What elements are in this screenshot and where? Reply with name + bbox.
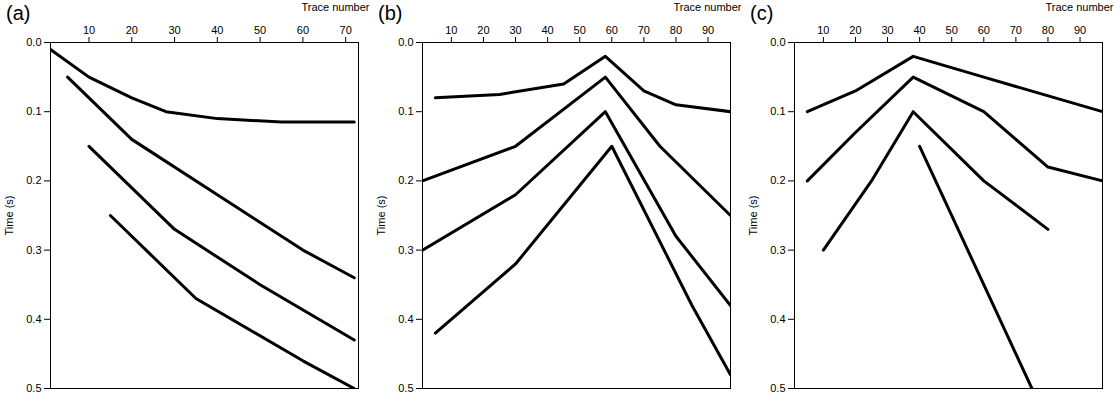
svg-text:10: 10 [445,24,457,36]
svg-text:0.2: 0.2 [26,174,41,186]
svg-text:70: 70 [340,24,352,36]
svg-text:0.0: 0.0 [26,36,41,48]
html-text:(c): (c) [750,2,774,24]
svg-text:90: 90 [1074,24,1086,36]
svg-text:50: 50 [946,24,958,36]
svg-text:Time (s): Time (s) [375,196,387,236]
svg-text:Time (s): Time (s) [3,196,15,236]
svg-text:0.2: 0.2 [770,174,785,186]
svg-text:0.4: 0.4 [26,313,41,325]
svg-text:30: 30 [881,24,893,36]
svg-text:0.1: 0.1 [398,105,413,117]
svg-text:80: 80 [1042,24,1054,36]
svg-text:30: 30 [168,24,180,36]
svg-text:0.2: 0.2 [398,174,413,186]
svg-text:40: 40 [211,24,223,36]
svg-text:90: 90 [702,24,714,36]
svg-text:0.4: 0.4 [770,313,785,325]
svg-text:Trace number: Trace number [301,1,369,13]
svg-text:Trace number: Trace number [1045,1,1113,13]
svg-text:20: 20 [849,24,861,36]
svg-text:0.0: 0.0 [770,36,785,48]
svg-text:0.1: 0.1 [26,105,41,117]
svg-text:0.1: 0.1 [770,105,785,117]
svg-text:60: 60 [978,24,990,36]
svg-text:10: 10 [83,24,95,36]
svg-text:0.4: 0.4 [398,313,413,325]
svg-text:20: 20 [126,24,138,36]
svg-text:10: 10 [817,24,829,36]
svg-text:60: 60 [606,24,618,36]
svg-text:50: 50 [254,24,266,36]
svg-text:0.3: 0.3 [770,244,785,256]
svg-text:0.3: 0.3 [398,244,413,256]
svg-text:0.5: 0.5 [26,382,41,394]
svg-text:Trace number: Trace number [673,1,741,13]
svg-text:80: 80 [670,24,682,36]
svg-text:30: 30 [509,24,521,36]
svg-text:20: 20 [477,24,489,36]
svg-text:40: 40 [914,24,926,36]
svg-text:70: 70 [1010,24,1022,36]
svg-text:0.5: 0.5 [770,382,785,394]
svg-text:60: 60 [297,24,309,36]
svg-text:40: 40 [542,24,554,36]
svg-text:Time (s): Time (s) [747,196,759,236]
svg-text:0.5: 0.5 [398,382,413,394]
html-text:(b): (b) [378,2,403,24]
svg-text:0.0: 0.0 [398,36,413,48]
svg-text:0.3: 0.3 [26,244,41,256]
svg-text:50: 50 [574,24,586,36]
svg-text:70: 70 [638,24,650,36]
html-text:(a): (a) [6,2,31,24]
